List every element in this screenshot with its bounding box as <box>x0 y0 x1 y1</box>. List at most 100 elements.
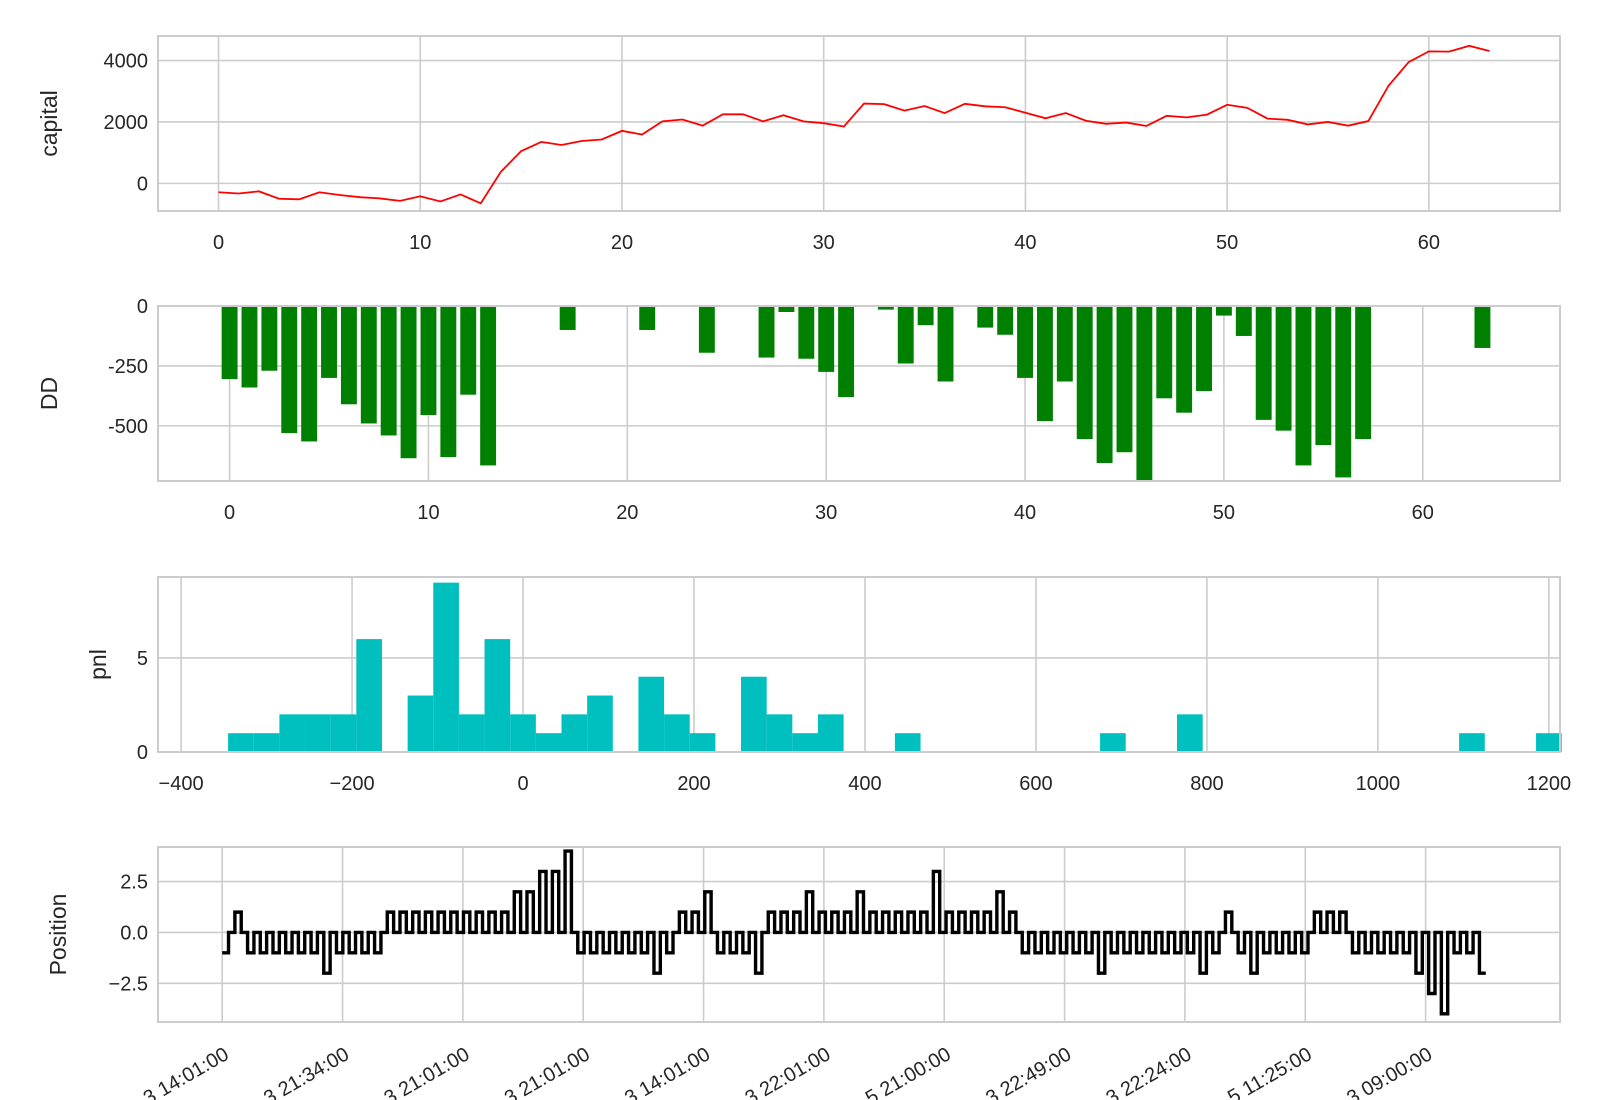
dd-bar <box>1196 306 1212 392</box>
dd-bar <box>1056 306 1073 382</box>
x-tick-label: 30 <box>815 502 837 524</box>
dd-bar <box>261 306 278 371</box>
y-tick-label: 2.5 <box>120 872 148 894</box>
pnl-bin <box>407 695 434 752</box>
pnl-bin <box>253 733 280 752</box>
dd-bar <box>440 306 457 458</box>
x-tick-label: …5 21:00:00 <box>845 1043 955 1100</box>
pnl-bin <box>894 733 921 752</box>
dd-bar <box>798 306 815 359</box>
dd-bar <box>281 306 298 434</box>
dd-bar <box>1176 306 1193 413</box>
dd-bar <box>1036 306 1053 422</box>
x-tick-label: …5 11:25:00 <box>1207 1043 1316 1100</box>
position-step-line <box>222 849 1486 1016</box>
dd-bar <box>818 306 835 372</box>
dd-bar <box>1315 306 1332 446</box>
dd-bar <box>1295 306 1312 466</box>
y-tick-label: 0 <box>137 296 148 318</box>
pnl-bin <box>535 733 562 752</box>
y-tick-label: 2000 <box>104 112 149 134</box>
x-tick-label: 1200 <box>1527 773 1572 795</box>
pnl-bin <box>741 676 767 752</box>
dd-bar <box>877 306 894 310</box>
x-tick-label: −200 <box>330 773 375 795</box>
x-tick-label: …3 22:24:00 <box>1085 1043 1195 1100</box>
pnl-bin <box>638 676 665 752</box>
dd-bar <box>937 306 954 382</box>
dd-bar <box>480 306 497 466</box>
x-tick-label: −400 <box>159 773 204 795</box>
axes-frame <box>157 305 1561 482</box>
x-tick-label: 800 <box>1190 773 1223 795</box>
dd-bar <box>997 306 1014 335</box>
pnl-bin <box>587 695 613 752</box>
dd-bar <box>897 306 914 364</box>
dd-bar <box>838 306 855 398</box>
pnl-bin <box>1177 714 1203 752</box>
subplot-1: 0 10 20 30 40 50 60 0 2000 4000 capital <box>36 35 1561 254</box>
pnl-bin <box>766 714 793 752</box>
pnl-bin <box>433 582 459 752</box>
dd-bar <box>380 306 397 436</box>
y-axis-label: capital <box>36 90 62 156</box>
x-tick-label: …3 14:01:00 <box>122 1043 232 1100</box>
dd-bar <box>1017 306 1034 378</box>
x-tick-label: 50 <box>1213 502 1235 524</box>
x-tick-label: …3 14:01:00 <box>604 1043 714 1100</box>
pnl-bin <box>664 714 690 752</box>
subplot-2: 0 10 20 30 40 50 60 0 -250 -500 DD <box>36 296 1561 524</box>
dd-bar <box>917 306 934 326</box>
dd-bar <box>758 306 775 358</box>
y-tick-label: 0 <box>137 173 148 195</box>
pnl-bin <box>356 639 382 752</box>
pnl-bin <box>1536 733 1562 752</box>
pnl-bin <box>228 733 254 752</box>
x-tick-label: 0 <box>213 232 224 254</box>
pnl-bin <box>458 714 485 752</box>
y-tick-label: −2.5 <box>109 973 148 995</box>
x-tick-label: 200 <box>677 773 710 795</box>
x-tick-label: …3 22:01:00 <box>724 1043 834 1100</box>
pnl-bin <box>484 639 511 752</box>
x-tick-label: …3 21:01:00 <box>363 1043 473 1100</box>
dd-bar <box>1335 306 1352 478</box>
subplot-3: −400 −200 0 200 400 600 800 1000 1200 0 5 pnl <box>85 576 1572 795</box>
capital-line <box>218 44 1490 205</box>
x-tick-label: 20 <box>616 502 638 524</box>
x-tick-label: 1000 <box>1356 773 1401 795</box>
dd-bar <box>1474 306 1491 348</box>
dd-bar <box>400 306 417 459</box>
x-tick-label: 600 <box>1019 773 1052 795</box>
y-axis-label: pnl <box>85 649 111 680</box>
x-tick-label: 400 <box>848 773 881 795</box>
x-tick-label: 60 <box>1412 502 1434 524</box>
subplot-4: …3 14:01:00 …3 21:34:00 …3 21:01:00 …3 21:0… <box>45 846 1561 1100</box>
pnl-bin <box>305 714 331 752</box>
x-tick-label: 40 <box>1014 232 1036 254</box>
x-tick-label: 20 <box>611 232 633 254</box>
x-tick-label: …3 21:01:00 <box>484 1043 594 1100</box>
pnl-bin <box>792 733 818 752</box>
dd-bar <box>1275 306 1292 431</box>
dd-bar <box>321 306 337 378</box>
pnl-bin <box>561 714 588 752</box>
pnl-bin <box>817 714 844 752</box>
x-tick-label: 10 <box>409 232 431 254</box>
x-tick-label: 30 <box>813 232 835 254</box>
x-tick-label: 10 <box>417 502 439 524</box>
y-tick-label: 0.0 <box>120 922 148 944</box>
dd-bar <box>241 306 258 388</box>
y-tick-label: -500 <box>108 416 148 438</box>
pnl-bin <box>330 714 357 752</box>
dd-bar <box>301 306 318 442</box>
x-tick-label: 40 <box>1014 502 1036 524</box>
dd-bar <box>221 306 238 380</box>
dd-bar <box>639 306 656 330</box>
x-tick-label: 0 <box>517 773 528 795</box>
dd-bar <box>698 306 715 353</box>
y-tick-label: 0 <box>137 742 148 764</box>
dd-bar <box>360 306 377 424</box>
pnl-bin <box>1100 733 1126 752</box>
dd-bar <box>1096 306 1113 464</box>
